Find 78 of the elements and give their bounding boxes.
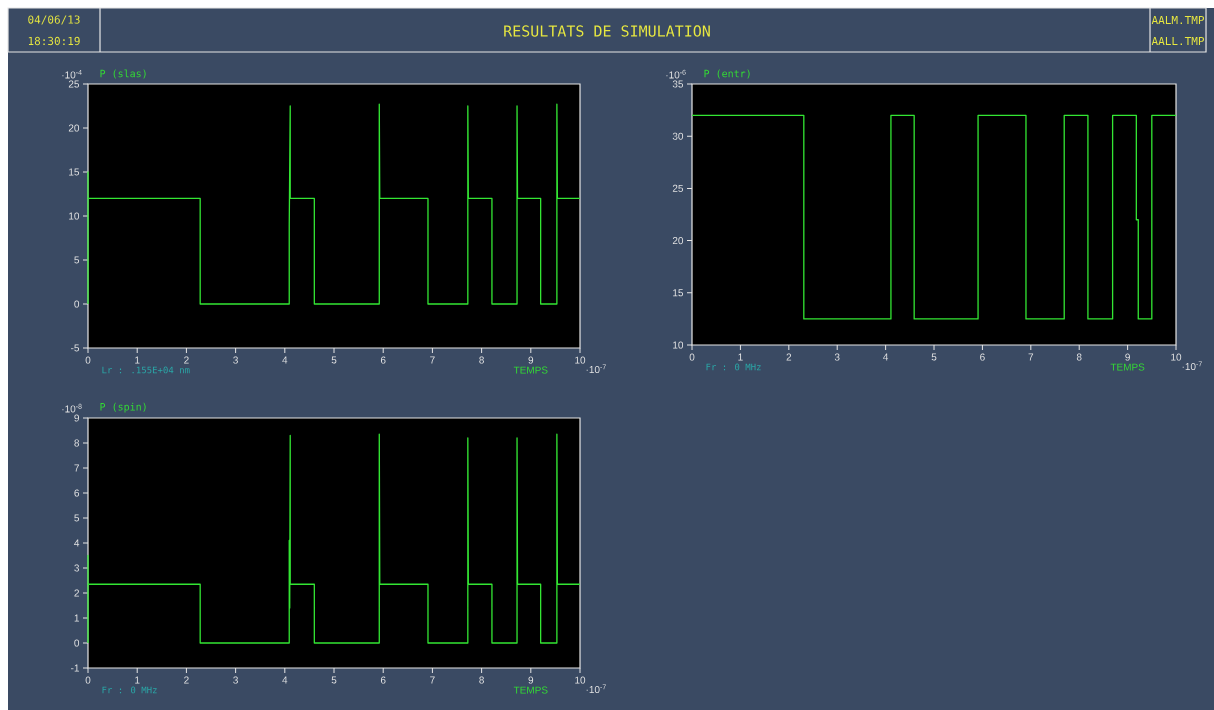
x-tick-label: 0 bbox=[85, 356, 91, 364]
text: 18:30:19 bbox=[28, 36, 80, 46]
text: AALM.TMP bbox=[1151, 16, 1205, 25]
y-tick-label: 25 bbox=[672, 184, 684, 192]
text: ·10$^{-7}$ bbox=[586, 364, 606, 374]
y-tick-label: 0 bbox=[74, 300, 80, 308]
text: 04/06/13 bbox=[28, 15, 80, 25]
y-axis-title: P (entr) bbox=[704, 69, 750, 79]
y-tick-label: 15 bbox=[673, 289, 684, 297]
x-axis-title: TEMPS bbox=[1110, 363, 1145, 371]
x-tick-label: 3 bbox=[834, 353, 840, 361]
text: Fr : 0 MHz bbox=[706, 363, 761, 371]
x-tick-label: 8 bbox=[479, 676, 484, 684]
y-tick-label: 10 bbox=[69, 212, 80, 220]
y-tick-label: 10 bbox=[673, 341, 684, 349]
y-tick-label: -5 bbox=[71, 344, 80, 352]
y-tick-label: 35 bbox=[672, 80, 684, 88]
x-tick-label: 10 bbox=[575, 676, 586, 684]
y-tick-label: 4 bbox=[74, 539, 80, 547]
x-tick-label: 9 bbox=[528, 676, 534, 684]
x-tick-label: 7 bbox=[430, 676, 435, 684]
y-tick-label: 20 bbox=[68, 124, 80, 132]
text: ·10$^{-8}$ bbox=[62, 403, 82, 413]
text: Lr : .155E+04 nm bbox=[102, 366, 190, 374]
x-tick-label: 6 bbox=[380, 676, 386, 684]
y-tick-label: 15 bbox=[69, 168, 80, 176]
y-tick-label: 0 bbox=[74, 639, 80, 647]
x-tick-label: 2 bbox=[184, 356, 189, 364]
x-tick-label: 3 bbox=[233, 676, 238, 684]
x-tick-label: 7 bbox=[430, 356, 435, 364]
x-tick-label: 0 bbox=[689, 353, 695, 361]
text: ·10$^{-6}$ bbox=[666, 69, 686, 79]
x-tick-label: 4 bbox=[883, 353, 889, 361]
text: ·10$^{-7}$ bbox=[1182, 361, 1202, 371]
y-axis-title: P (slas) bbox=[100, 69, 146, 79]
x-axis-title: TEMPS bbox=[513, 686, 548, 694]
x-tick-label: 4 bbox=[282, 356, 288, 364]
x-tick-label: 8 bbox=[479, 356, 484, 364]
y-tick-label: 6 bbox=[74, 489, 80, 497]
x-tick-label: 10 bbox=[1171, 353, 1182, 361]
y-tick-label: 8 bbox=[74, 439, 80, 447]
text: Fr : 0 MHz bbox=[102, 686, 157, 694]
x-tick-label: 0 bbox=[85, 676, 91, 684]
x-tick-label: 8 bbox=[1076, 353, 1082, 361]
y-tick-label: 20 bbox=[672, 237, 684, 245]
y-tick-label: 2 bbox=[74, 589, 79, 597]
x-tick-label: 7 bbox=[1028, 353, 1034, 361]
text: ·10$^{-4}$ bbox=[62, 69, 82, 79]
x-tick-label: 6 bbox=[980, 353, 985, 361]
x-tick-label: 6 bbox=[380, 356, 386, 364]
y-tick-label: 5 bbox=[74, 256, 80, 264]
y-axis-title: P (spin) bbox=[100, 402, 146, 413]
y-tick-label: 9 bbox=[74, 414, 80, 422]
y-tick-label: 7 bbox=[74, 464, 79, 472]
text: ·10$^{-7}$ bbox=[586, 684, 606, 694]
x-tick-label: 3 bbox=[233, 356, 238, 364]
x-tick-label: 1 bbox=[135, 676, 140, 684]
y-tick-label: 30 bbox=[672, 132, 684, 140]
chart-title: RESULTATS DE SIMULATION bbox=[504, 25, 710, 37]
x-tick-label: 10 bbox=[575, 356, 586, 364]
y-tick-label: 5 bbox=[74, 514, 80, 522]
x-tick-label: 5 bbox=[331, 676, 337, 684]
x-tick-label: 5 bbox=[931, 353, 937, 361]
y-tick-label: 3 bbox=[74, 564, 80, 572]
line-series bbox=[87, 433, 581, 644]
text: AALL.TMP bbox=[1151, 37, 1205, 46]
x-tick-label: 1 bbox=[738, 353, 743, 361]
y-tick-label: -1 bbox=[71, 664, 79, 672]
x-tick-label: 2 bbox=[184, 676, 189, 684]
x-tick-label: 9 bbox=[528, 356, 534, 364]
x-tick-label: 9 bbox=[1125, 353, 1130, 361]
x-tick-label: 4 bbox=[282, 676, 288, 684]
x-tick-label: 1 bbox=[135, 356, 140, 364]
y-tick-label: 25 bbox=[68, 80, 80, 88]
x-tick-label: 5 bbox=[331, 356, 337, 364]
y-tick-label: 1 bbox=[74, 614, 79, 622]
x-axis-title: TEMPS bbox=[513, 366, 548, 374]
x-tick-label: 2 bbox=[786, 353, 792, 361]
